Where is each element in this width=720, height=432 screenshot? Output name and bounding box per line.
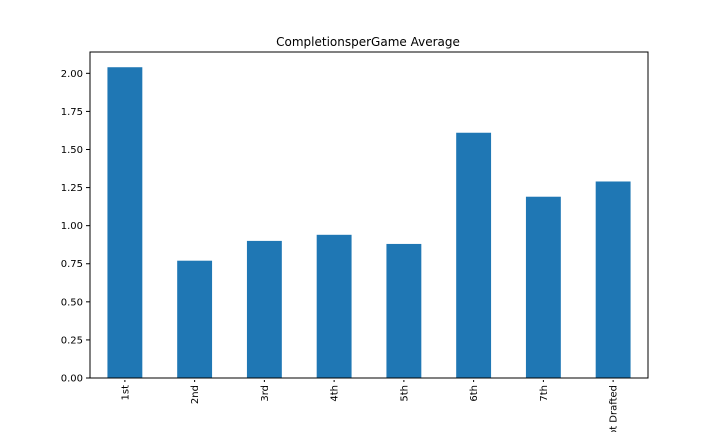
axes-frame [89, 51, 649, 379]
x-tick-label: Not Drafted [609, 385, 620, 432]
y-tick-label: 0.25 [61, 335, 83, 346]
bar-8 [595, 181, 631, 378]
x-tick-label: 2nd [190, 385, 201, 404]
bar-6 [456, 132, 492, 378]
bar-5 [386, 243, 422, 378]
y-axis: 0.00 0.25 0.50 0.75 1.00 1.25 1.50 1.75 2.00 [61, 69, 90, 385]
bar-2 [177, 260, 213, 378]
x-tick-label: 3rd [260, 385, 271, 402]
bar-1 [107, 67, 143, 378]
chart-title: CompletionsperGame Average [276, 35, 460, 49]
bars [107, 67, 631, 378]
x-tick-label: 4th [330, 385, 341, 402]
x-axis: 1st 2nd 3rd 4th 5th 6th 7th Not Drafted [120, 380, 620, 432]
y-tick-label: 0.75 [61, 259, 83, 270]
x-tick-label: 7th [539, 385, 550, 402]
x-tick-label: 1st [120, 385, 131, 401]
y-tick-label: 0.50 [61, 297, 83, 308]
y-tick-label: 1.25 [61, 183, 83, 194]
x-tick-label: 6th [469, 385, 480, 402]
bar-3 [246, 240, 282, 378]
x-tick-label: 5th [399, 385, 410, 402]
y-tick-label: 1.75 [61, 107, 83, 118]
y-tick-label: 1.00 [61, 221, 83, 232]
y-tick-label: 2.00 [61, 69, 83, 80]
bar-7 [525, 196, 561, 378]
y-tick-label: 1.50 [61, 145, 83, 156]
bar-4 [316, 234, 352, 378]
y-tick-label: 0.00 [61, 374, 83, 385]
